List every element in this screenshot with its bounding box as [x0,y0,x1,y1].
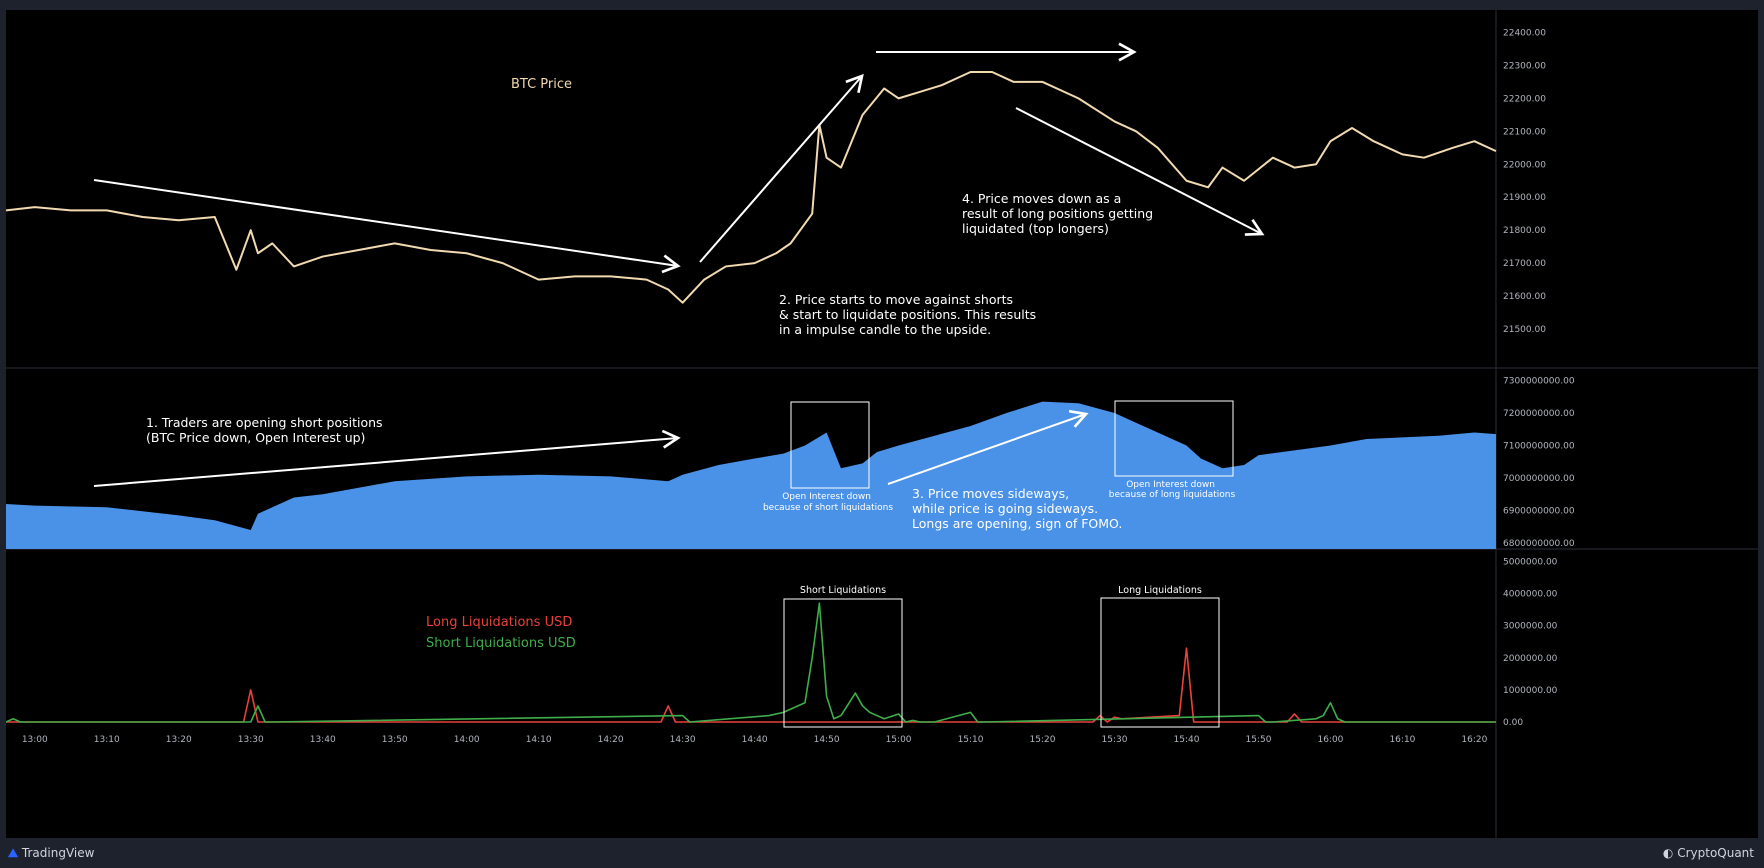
btc-price-series [6,71,1497,304]
xtick-10: 14:40 [742,735,768,745]
xtick-16: 15:40 [1174,735,1200,745]
xtick-19: 16:10 [1389,735,1415,745]
open_interest-ytick-3: 7000000000.00 [1503,474,1575,484]
note-2: 2. Price starts to move against shorts &… [779,292,1040,337]
note-4: 4. Price moves down as a result of long … [962,191,1157,236]
xtick-11: 14:50 [814,735,840,745]
price-ytick-5: 21900.00 [1503,193,1546,203]
xtick-14: 15:20 [1030,735,1056,745]
liquidations-ytick-1: 4000000.00 [1503,590,1558,600]
price-ytick-2: 22200.00 [1503,94,1546,104]
short-liquidations-box [783,598,903,728]
open_interest-ytick-0: 7300000000.00 [1503,377,1575,387]
open_interest-ytick-1: 7200000000.00 [1503,409,1575,419]
xtick-18: 16:00 [1317,735,1343,745]
btc-price-label: BTC Price [511,77,572,92]
liquidations-ytick-3: 2000000.00 [1503,654,1558,664]
liquidations-ytick-4: 1000000.00 [1503,686,1558,696]
open-interest-area [6,401,1496,549]
price-ytick-1: 22300.00 [1503,61,1546,71]
liquidations-ytick-0: 5000000.00 [1503,557,1558,567]
xtick-8: 14:20 [598,735,624,745]
long-liquidations-box [1100,597,1220,728]
price-ytick-4: 22000.00 [1503,160,1546,170]
xtick-1: 13:10 [94,735,120,745]
cryptoquant-brand[interactable]: ◐ CryptoQuant [1663,846,1754,860]
short-liquidations-title: Short Liquidations [800,585,886,596]
impulse-arrow [699,73,864,263]
note-1: 1. Traders are opening short positions (… [146,415,387,445]
xtick-20: 16:20 [1461,735,1487,745]
price-ytick-3: 22100.00 [1503,127,1546,137]
tradingview-label: TradingView [21,846,95,860]
price-ytick-0: 22400.00 [1503,28,1546,38]
downtrend-arrow [93,179,681,274]
oi-up-arrow [93,429,681,487]
open_interest-ytick-2: 7100000000.00 [1503,442,1575,452]
open_interest-ytick-5: 6800000000.00 [1503,539,1575,549]
xtick-4: 13:40 [310,735,336,745]
open-interest-series [6,401,1496,549]
long-liquidations-title: Long Liquidations [1118,585,1202,596]
xtick-0: 13:00 [22,735,48,745]
tradingview-logo-icon: ⛰ [8,846,19,860]
xtick-6: 14:00 [454,735,480,745]
oi-short-box [790,401,870,489]
chart-area[interactable]: 22400.00 22300.00 22200.00 22100.00 22000.00… [6,10,1758,838]
longs-opening-arrow [887,409,1089,485]
oi-short-caption: Open Interest down because of short liqu… [763,492,893,513]
liquidations-lines [6,602,1496,723]
price-axis: 22400.00 22300.00 22200.00 22100.00 22000.00… [1503,28,1575,728]
xtick-9: 14:30 [670,735,696,745]
oi-long-box [1114,400,1234,477]
tradingview-brand[interactable]: ⛰ TradingView [8,846,94,861]
open_interest-ytick-4: 6900000000.00 [1503,507,1575,517]
footer-bar: ⛰ TradingView ◐ CryptoQuant [0,840,1764,868]
time-axis: 13:00 13:10 13:20 13:30 13:40 13:50 14:00 14:10… [22,735,1488,745]
xtick-12: 15:00 [886,735,912,745]
note-3: 3. Price moves sideways, while price is … [912,486,1122,531]
cryptoquant-label: CryptoQuant [1677,846,1754,860]
price-down-arrow [1015,107,1265,236]
chart-svg: 22400.00 22300.00 22200.00 22100.00 22000.00… [6,10,1758,838]
liquidations-ytick-5: 0.00 [1503,718,1523,728]
xtick-15: 15:30 [1102,735,1128,745]
price-ytick-7: 21700.00 [1503,259,1546,269]
liquidations-ytick-2: 3000000.00 [1503,622,1558,632]
legend-long-liquidations: Long Liquidations USD [426,615,572,630]
xtick-7: 14:10 [526,735,552,745]
short-liquidations-series [6,602,1496,723]
oi-long-caption: Open Interest down because of long liqui… [1109,480,1236,500]
price-ytick-8: 21600.00 [1503,292,1546,302]
cryptoquant-logo-icon: ◐ [1662,846,1674,860]
xtick-3: 13:30 [238,735,264,745]
xtick-2: 13:20 [166,735,192,745]
xtick-13: 15:10 [958,735,984,745]
btc-price-line [6,71,1497,304]
long-liquidations-series [6,647,1496,723]
legend-short-liquidations: Short Liquidations USD [426,636,576,651]
xtick-5: 13:50 [382,735,408,745]
price-ytick-9: 21500.00 [1503,325,1546,335]
xtick-17: 15:50 [1245,735,1271,745]
price-ytick-6: 21800.00 [1503,226,1546,236]
